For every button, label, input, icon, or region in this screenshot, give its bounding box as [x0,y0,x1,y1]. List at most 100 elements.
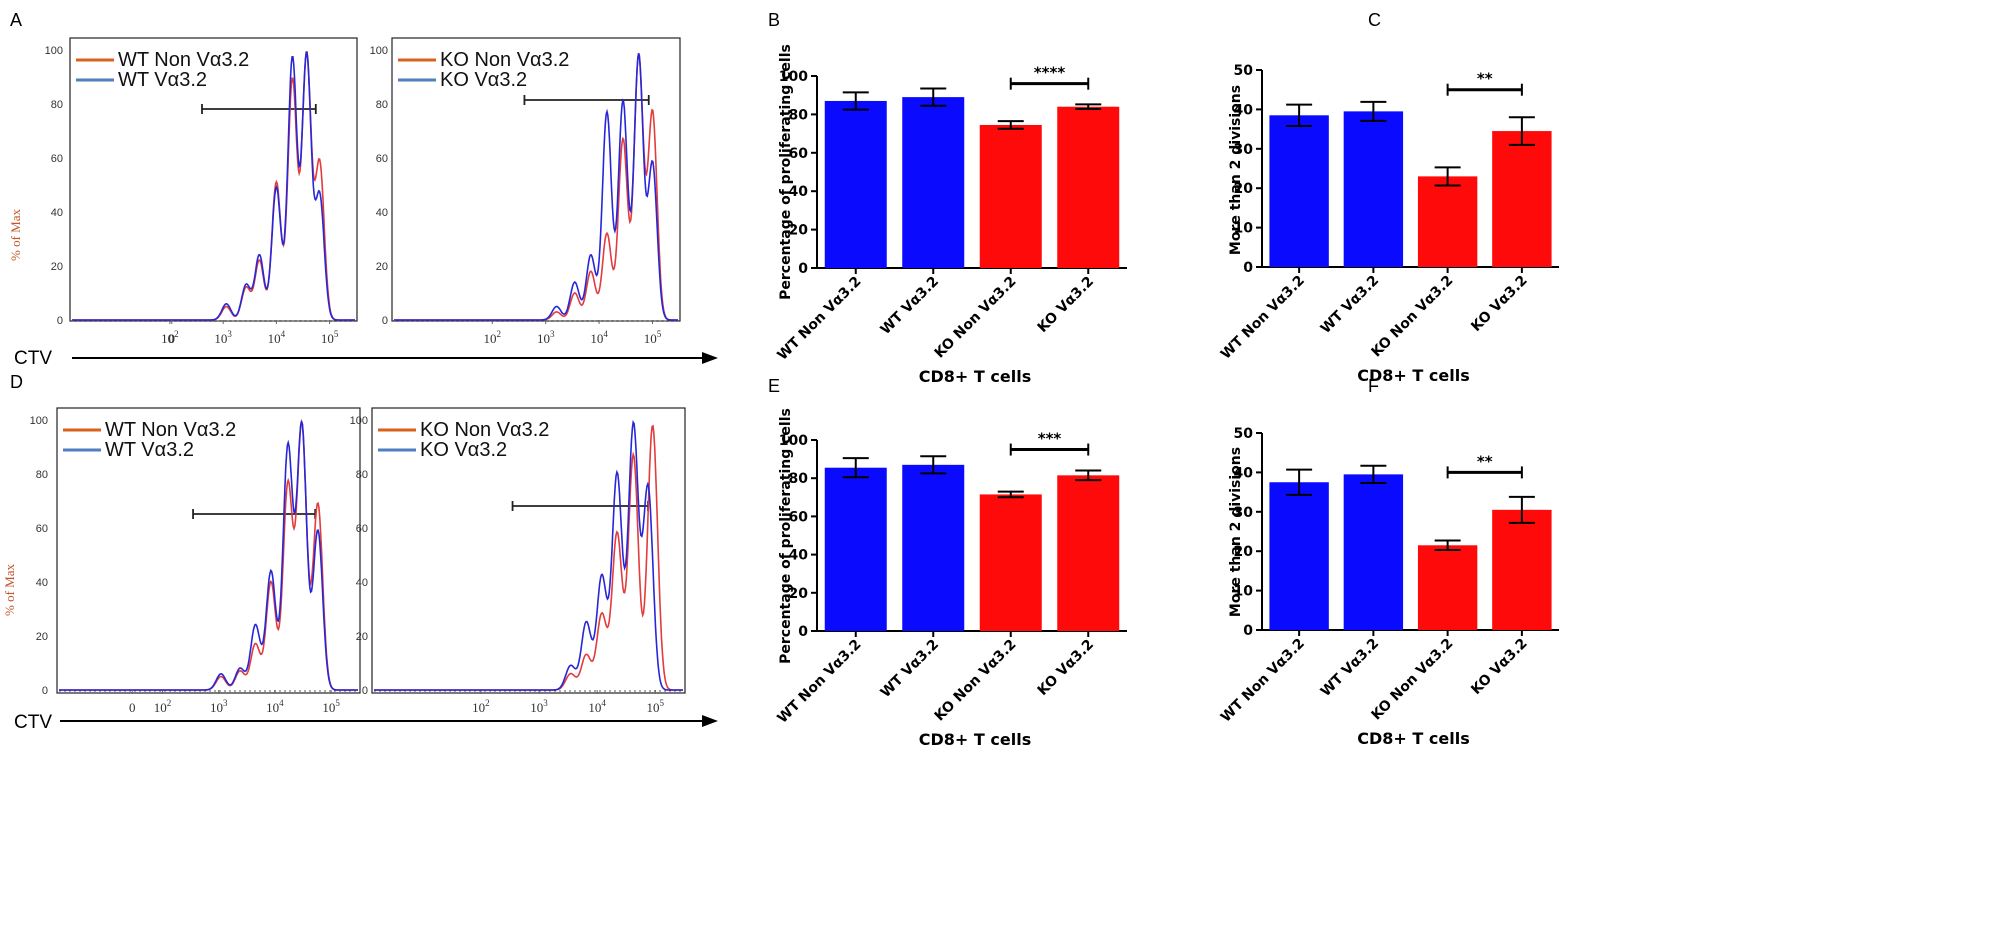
y-tick-label: 0 [798,261,808,277]
arrow-head [702,715,718,727]
legend-label: KO Vα3.2 [420,439,507,461]
y-axis-label: Percentage of proliferating cells [778,408,794,664]
plot-frame [391,37,681,322]
bar [824,467,887,631]
histogram-A-1: 0204060801000102103104105WT Non Vα3.2WT … [45,37,358,346]
y-tick-label: 20 [36,631,48,643]
y-tick-label: 0 [1243,623,1253,639]
bar [1057,106,1120,268]
histogram-curve [394,53,678,321]
y-tick-label: 20 [376,261,388,273]
x-axis-label: CD8+ T cells [1357,366,1469,385]
y-axis-label: More than 2 divisions [1228,447,1244,617]
x-tick-label: 104 [266,698,284,715]
bar [902,464,965,631]
y-tick-label: 20 [1234,544,1254,560]
y-tick-label: 100 [350,415,368,427]
panel-D: D % of Max CTV 0 20 40 60 80 100 0 102 103 104 105 WT … [2,372,718,733]
y-tick-label: 40 [789,184,809,200]
y-tick-label: 80 [789,471,809,487]
y-tick-label: 80 [356,469,368,481]
x-tick-label: 0 [169,331,176,346]
y-tick-label: 100 [45,45,63,57]
histogram-D-2: 0 20 40 60 80 100 0 102 103 104 105 KO Non Vα3.2KO … [129,407,686,715]
y-tick-label: 100 [370,45,388,57]
histogram-curve [374,419,683,691]
x-tick-label: 104 [268,329,286,346]
x-tick-label: 105 [321,329,339,346]
y-tick-label: 60 [36,523,48,535]
panel-C: C 0 10 20 30 40 50 More than 2 divisions WT Non … [1218,10,1559,385]
category-label: WT Non Vα3.2 [1218,636,1308,726]
category-label: WT Vα3.2 [878,637,942,701]
y-tick-label: 100 [779,69,808,85]
bar [1343,474,1404,630]
histogram-curve [59,420,358,691]
y-tick-label: 40 [789,548,809,564]
category-label: KO Vα3.2 [1035,274,1097,336]
legend-label: KO Non Vα3.2 [440,49,569,71]
panel-label-C: C [1368,10,1381,30]
category-label: WT Vα3.2 [1318,636,1382,700]
category-label: KO Vα3.2 [1468,636,1530,698]
y-axis-label: % of Max [8,209,23,261]
x-tick-label: 102 [484,329,502,346]
y-tick-label: 60 [789,509,809,525]
panel-label-A: A [10,10,22,30]
y-tick-label: 100 [30,415,48,427]
x-tick-label: 104 [588,698,606,715]
category-label: KO Vα3.2 [1468,273,1530,335]
panel-label-D: D [10,372,23,392]
y-tick-label: 40 [1234,465,1254,481]
y-tick-label: 80 [789,107,809,123]
bar [1343,111,1404,268]
significance-label: ** [1477,70,1493,88]
x-tick-label: 103 [530,698,548,715]
bar [1417,176,1478,267]
bar [1492,131,1552,267]
bar [1492,509,1552,630]
x-tick-label: 105 [644,329,662,346]
y-axis-label: Percentage of proliferating cells [778,44,794,300]
category-label: KO Non Vα3.2 [932,274,1020,362]
y-tick-label: 20 [356,631,368,643]
legend-label: WT Non Vα3.2 [118,49,249,71]
y-tick-label: 20 [51,261,63,273]
y-tick-label: 0 [1243,260,1253,276]
y-tick-label: 80 [51,99,63,111]
y-tick-label: 0 [57,315,63,327]
bar [1057,475,1120,631]
y-tick-label: 60 [376,153,388,165]
y-tick-label: 40 [356,577,368,589]
x-tick-label: 104 [590,329,608,346]
category-label: KO Non Vα3.2 [1368,273,1456,361]
bar [902,97,965,269]
panel-A: A% of MaxCTV0204060801000102103104105WT … [8,10,718,369]
bar [1269,482,1329,630]
histogram-D-1: 0 20 40 60 80 100 0 102 103 104 105 WT Non Vα3.2WT … [30,407,361,715]
y-tick-label: 60 [356,523,368,535]
bar [824,100,887,269]
panel-F: F 0 10 20 30 40 50 More than 2 divisions WT Non … [1218,376,1559,748]
legend-label: WT Vα3.2 [118,69,207,91]
y-tick-label: 10 [1234,221,1254,237]
legend-label: WT Non Vα3.2 [105,419,236,441]
plot-frame [56,407,361,694]
x-axis-label: CTV [14,712,52,733]
category-label: WT Vα3.2 [1318,273,1382,337]
bar [979,124,1042,269]
x-tick-label: 102 [161,329,179,346]
panel-label-F: F [1368,376,1379,396]
y-tick-label: 100 [779,433,808,449]
category-label: WT Vα3.2 [878,274,942,338]
y-tick-label: 0 [42,685,48,697]
category-label: WT Non Vα3.2 [1218,273,1308,363]
arrow-head [702,352,718,364]
legend-label: WT Vα3.2 [105,439,194,461]
significance-label: *** [1038,430,1062,448]
y-tick-label: 40 [376,207,388,219]
y-tick-label: 30 [1234,142,1254,158]
x-axis-label: CD8+ T cells [919,367,1031,386]
